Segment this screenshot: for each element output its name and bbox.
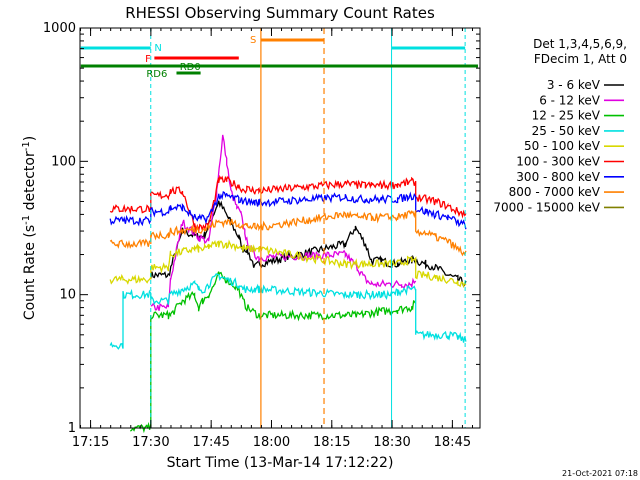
x-tick-label: 17:30 xyxy=(132,435,169,450)
series-800-7000keV xyxy=(109,209,467,257)
y-axis-label-end: ) xyxy=(22,136,38,141)
x-tick-label: 18:45 xyxy=(434,435,471,450)
legend-label-0: 3 - 6 keV xyxy=(547,78,601,92)
legend-label-7: 800 - 7000 keV xyxy=(509,185,601,199)
y-axis-label-main: Count Rate (s xyxy=(22,225,38,320)
axis-layer: 1 10 100 1000 17:15 17:30 17:45 18:00 18:15 18:30… xyxy=(43,21,481,450)
y-axis-label-sup1: -1 xyxy=(21,215,32,225)
x-tick-label: 18:30 xyxy=(373,435,410,450)
y-axis-label: Count Rate (s-1 detector-1) xyxy=(21,136,39,320)
y-axis-label-sup2: -1 xyxy=(21,141,32,151)
legend-header-1: FDecim 1, Att 0 xyxy=(534,52,627,66)
x-tick-label: 17:15 xyxy=(72,435,109,450)
footer-timestamp: 21-Oct-2021 07:18 xyxy=(562,469,638,478)
legend-label-4: 50 - 100 keV xyxy=(524,139,601,153)
legend-label-3: 25 - 50 keV xyxy=(532,124,601,138)
series-300-800keV xyxy=(109,191,467,230)
x-tick-label: 17:45 xyxy=(192,435,229,450)
series-25-50keV xyxy=(109,273,467,350)
legend-label-6: 300 - 800 keV xyxy=(516,170,600,184)
series-layer xyxy=(109,134,467,434)
x-tick-label: 18:00 xyxy=(253,435,290,450)
legend-label-1: 6 - 12 keV xyxy=(539,93,601,107)
flag-label-f: F xyxy=(145,54,151,65)
legend-label-8: 7000 - 15000 keV xyxy=(493,200,600,214)
y-tick-label: 1 xyxy=(68,421,76,436)
series-3-6keV xyxy=(150,200,467,288)
x-tick-label: 18:15 xyxy=(313,435,350,450)
flag-label-rd6: RD6 xyxy=(146,69,167,80)
series-100-300keV xyxy=(109,174,467,232)
flag-label-n: N xyxy=(154,43,161,54)
y-tick-label: 1000 xyxy=(43,21,76,36)
flag-label-s: S xyxy=(250,35,256,46)
series-12-25keV xyxy=(130,271,417,434)
chart-title: RHESSI Observing Summary Count Rates xyxy=(125,4,435,22)
legend-label-2: 12 - 25 keV xyxy=(532,109,601,123)
series-50-100keV xyxy=(109,239,467,289)
y-axis-label-mid: detector xyxy=(22,151,38,215)
legend-header-0: Det 1,3,4,5,6,9, xyxy=(533,37,627,51)
x-axis-label: Start Time (13-Mar-14 17:12:22) xyxy=(167,455,394,471)
plot-frame xyxy=(79,27,481,429)
y-tick-label: 100 xyxy=(51,154,76,169)
flag-label-rd0: RD0 xyxy=(180,62,201,73)
legend: Det 1,3,4,5,6,9,FDecim 1, Att 0 3 - 6 keV… xyxy=(493,37,627,214)
flag-layer: NF RD0 RD6 S xyxy=(80,28,478,428)
legend-label-5: 100 - 300 keV xyxy=(516,155,600,169)
y-tick-label: 10 xyxy=(59,288,76,303)
